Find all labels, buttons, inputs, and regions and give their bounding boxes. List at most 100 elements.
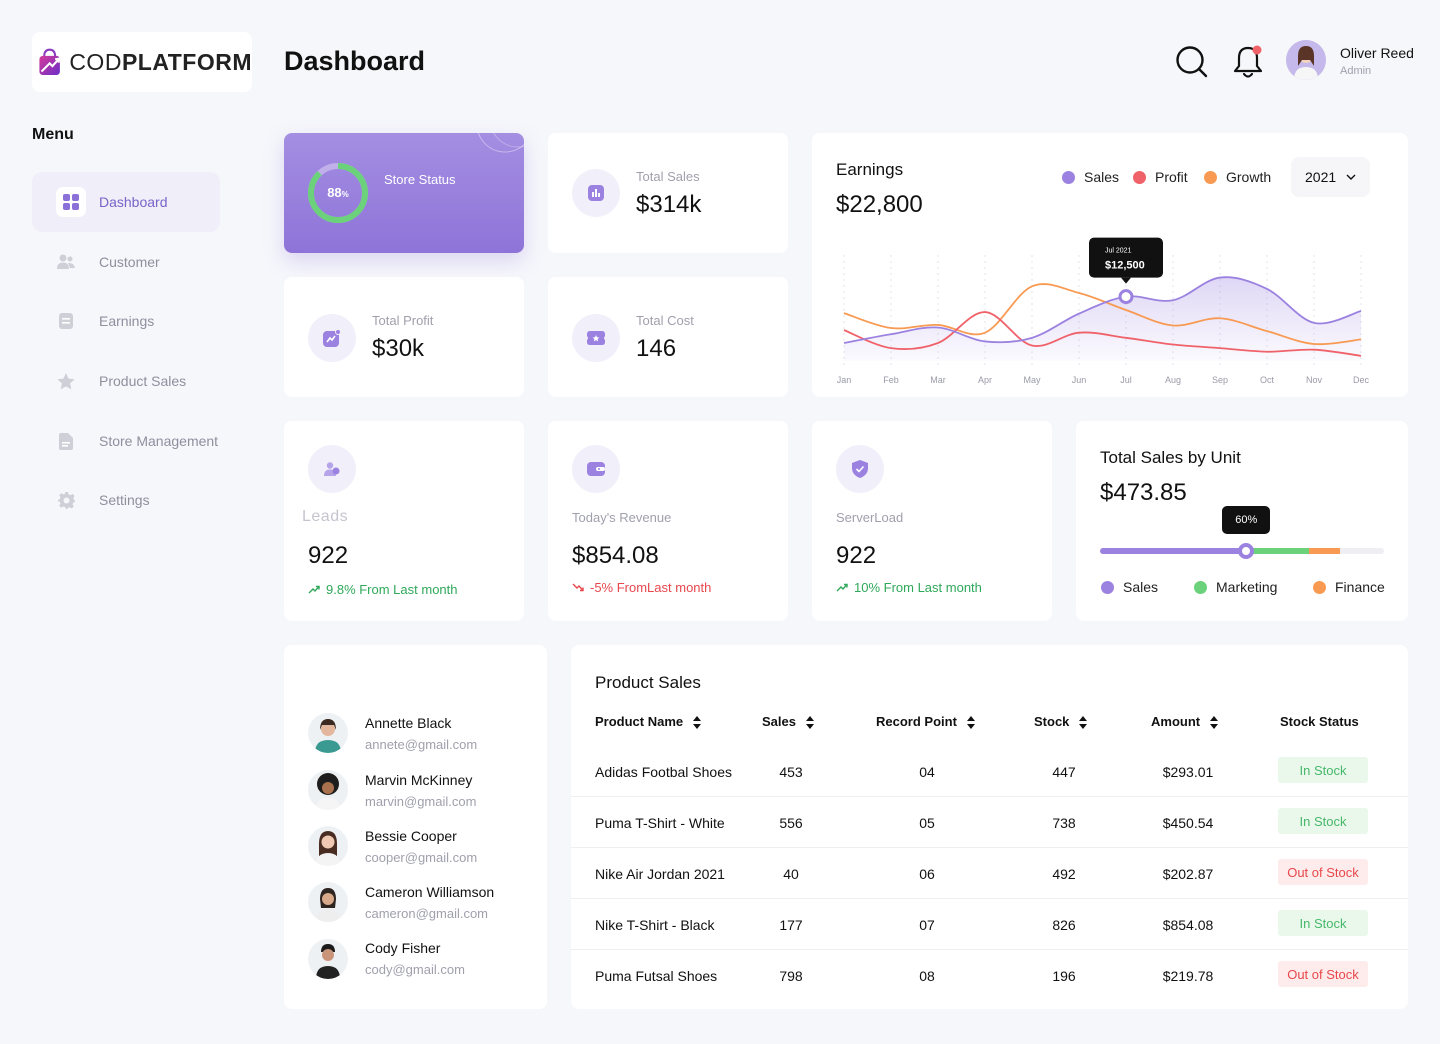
contact-email[interactable]: marvin@gmail.com xyxy=(365,794,477,809)
sales-by-unit-card: Total Sales by Unit $473.85 60% Sales Ma… xyxy=(1076,421,1408,621)
status-badge: Out of Stock xyxy=(1278,859,1368,885)
sidebar-item-dashboard[interactable]: Dashboard xyxy=(32,172,220,232)
legend-sales: Sales xyxy=(1062,169,1119,185)
contact-email[interactable]: cameron@gmail.com xyxy=(365,906,489,921)
sales-unit-tooltip: 60% xyxy=(1222,506,1271,534)
contact-item[interactable] xyxy=(308,713,348,753)
total-sales-value: $314k xyxy=(636,191,702,218)
x-tick-label: Jun xyxy=(1072,375,1087,385)
revenue-trend-text: -5% FromLast month xyxy=(590,580,712,595)
row-divider xyxy=(571,949,1408,950)
contact-email[interactable]: annete@gmail.com xyxy=(365,737,478,752)
series-line-profit xyxy=(843,311,1362,357)
contact-name: Cody Fisher xyxy=(365,940,441,956)
x-tick-label: Oct xyxy=(1260,375,1275,385)
legend-label: Sales xyxy=(1084,169,1120,185)
shield-icon xyxy=(836,445,884,493)
column-header-stock-status: Stock Status xyxy=(1280,714,1359,729)
store-status-donut xyxy=(308,163,368,223)
cell-record-point: 06 xyxy=(919,866,935,882)
legend-finance: Finance xyxy=(1313,579,1385,595)
legend-profit: Profit xyxy=(1133,169,1188,185)
product-sales-card: Product Sales Product Name Sales Record … xyxy=(571,645,1408,1009)
cell-sales: 177 xyxy=(779,917,803,933)
avatar xyxy=(308,939,348,979)
column-header-sales[interactable]: Sales xyxy=(762,714,814,730)
menu-title: Menu xyxy=(32,126,74,143)
tooltip-date: Jul 2021 xyxy=(1105,248,1132,255)
x-tick-label: Nov xyxy=(1306,375,1323,385)
sales-area xyxy=(844,277,1361,361)
column-header-record-point[interactable]: Record Point xyxy=(876,714,975,730)
column-header-product-name[interactable]: Product Name xyxy=(595,714,702,730)
contact-email[interactable]: cody@gmail.com xyxy=(365,962,465,977)
cell-amount: $293.01 xyxy=(1162,764,1214,780)
cell-record-point: 07 xyxy=(919,917,935,933)
cell-amount: $202.87 xyxy=(1162,866,1214,882)
sidebar-item-earnings[interactable]: Earnings xyxy=(32,291,220,351)
cell-sales: 40 xyxy=(783,866,799,882)
store-status-label: Store Status xyxy=(384,172,456,187)
sidebar-item-settings[interactable]: Settings xyxy=(32,470,220,530)
contact-item[interactable] xyxy=(308,826,348,866)
avatar xyxy=(308,882,348,922)
sidebar-item-label: Store Management xyxy=(99,433,219,449)
contact-name: Marvin McKinney xyxy=(365,772,473,788)
x-tick-label: Mar xyxy=(930,375,946,385)
cell-stock: 447 xyxy=(1052,764,1076,780)
cell-record-point: 05 xyxy=(919,815,935,831)
sidebar-item-label: Product Sales xyxy=(99,373,187,389)
legend-label: Sales xyxy=(1123,579,1159,595)
contact-item[interactable] xyxy=(308,882,348,922)
trend-up-icon xyxy=(836,583,848,592)
user-avatar[interactable] xyxy=(1286,40,1326,80)
serverload-value: 922 xyxy=(836,542,877,569)
gear-icon xyxy=(56,490,76,510)
cell-stock: 196 xyxy=(1052,968,1076,984)
contact-item[interactable] xyxy=(308,939,348,979)
cell-stock: 738 xyxy=(1052,815,1076,831)
legend-dot xyxy=(1133,170,1146,184)
legend-growth: Growth xyxy=(1204,169,1271,185)
sidebar-item-label: Settings xyxy=(99,492,150,508)
x-tick-label: Sep xyxy=(1212,375,1228,385)
total-sales-card[interactable]: Total Sales $314k xyxy=(548,133,788,253)
leads-card[interactable]: Leads 922 9.8% From Last month xyxy=(284,421,524,621)
serverload-trend: 10% From Last month xyxy=(836,580,982,595)
cell-sales: 556 xyxy=(779,815,803,831)
contact-email[interactable]: cooper@gmail.com xyxy=(365,850,478,865)
column-header-stock[interactable]: Stock xyxy=(1034,714,1088,730)
sales-unit-handle[interactable] xyxy=(1238,543,1255,559)
x-tick-label: Jan xyxy=(837,375,852,385)
notifications-button[interactable] xyxy=(1228,42,1268,82)
search-button[interactable] xyxy=(1172,42,1212,82)
total-profit-card[interactable]: Total Profit $30k xyxy=(284,277,524,397)
cell-record-point: 04 xyxy=(919,764,935,780)
status-badge: Out of Stock xyxy=(1278,961,1368,987)
contact-item[interactable] xyxy=(308,770,348,810)
row-divider xyxy=(571,898,1408,899)
revenue-card[interactable]: Today's Revenue $854.08 -5% FromLast mon… xyxy=(548,421,788,621)
legend-dot xyxy=(1204,170,1217,184)
column-header-amount[interactable]: Amount xyxy=(1151,714,1219,730)
cell-stock: 826 xyxy=(1052,917,1076,933)
brand-logo[interactable]: CODPLATFORM xyxy=(32,32,252,92)
x-tick-label: Dec xyxy=(1353,375,1370,385)
x-tick-label: Feb xyxy=(883,375,899,385)
bell-icon xyxy=(1233,45,1263,78)
x-tick-label: May xyxy=(1023,375,1041,385)
sidebar-item-product-sales[interactable]: Product Sales xyxy=(32,351,220,411)
serverload-card[interactable]: ServerLoad 922 10% From Last month xyxy=(812,421,1052,621)
legend-dot xyxy=(1313,580,1326,594)
users-icon xyxy=(56,252,76,272)
cell-amount: $854.08 xyxy=(1162,917,1214,933)
status-badge: In Stock xyxy=(1278,757,1368,783)
decor-circles xyxy=(477,133,524,153)
sidebar-item-store-management[interactable]: Store Management xyxy=(32,411,220,471)
file-icon xyxy=(56,431,76,451)
leads-trend: 9.8% From Last month xyxy=(308,582,458,597)
total-cost-card[interactable]: Total Cost 146 xyxy=(548,277,788,397)
store-status-card[interactable]: 88% Store Status xyxy=(284,133,524,253)
sidebar-item-customer[interactable]: Customer xyxy=(32,232,220,292)
year-select[interactable]: 2021 xyxy=(1291,157,1370,197)
